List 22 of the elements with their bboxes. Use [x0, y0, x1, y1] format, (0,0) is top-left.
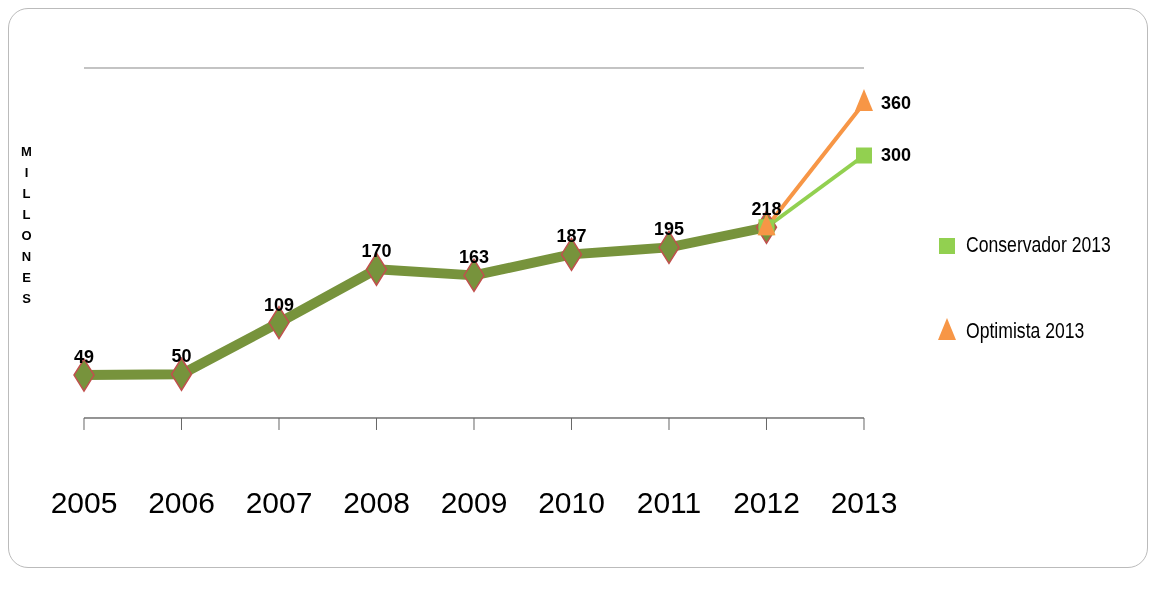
x-tick-label: 2007: [245, 486, 313, 520]
data-label: 360: [880, 93, 911, 113]
legend-label: Conservador 2013: [965, 232, 1111, 258]
y-axis-title: MILLONES: [19, 144, 34, 312]
data-label: 50: [171, 346, 192, 367]
x-tick-label: 2006: [148, 486, 215, 520]
legend-label: Optimista 2013: [965, 318, 1085, 344]
x-tick-label: 2012: [733, 486, 800, 520]
point: [855, 147, 872, 164]
x-tick-label: 2010: [538, 486, 605, 520]
x-tick-label: 2011: [636, 486, 702, 520]
data-label: 195: [653, 219, 684, 240]
data-label: 187: [556, 226, 587, 247]
x-tick-label: 2013: [830, 486, 898, 520]
data-label: 163: [458, 247, 489, 268]
data-label: 109: [263, 294, 294, 315]
x-tick-label: 2009: [440, 486, 508, 520]
data-label: 49: [73, 347, 95, 368]
data-label: 170: [361, 241, 392, 262]
x-tick-label: 2005: [50, 486, 118, 520]
x-tick-label: 2008: [343, 486, 410, 520]
data-label: 300: [880, 145, 911, 166]
